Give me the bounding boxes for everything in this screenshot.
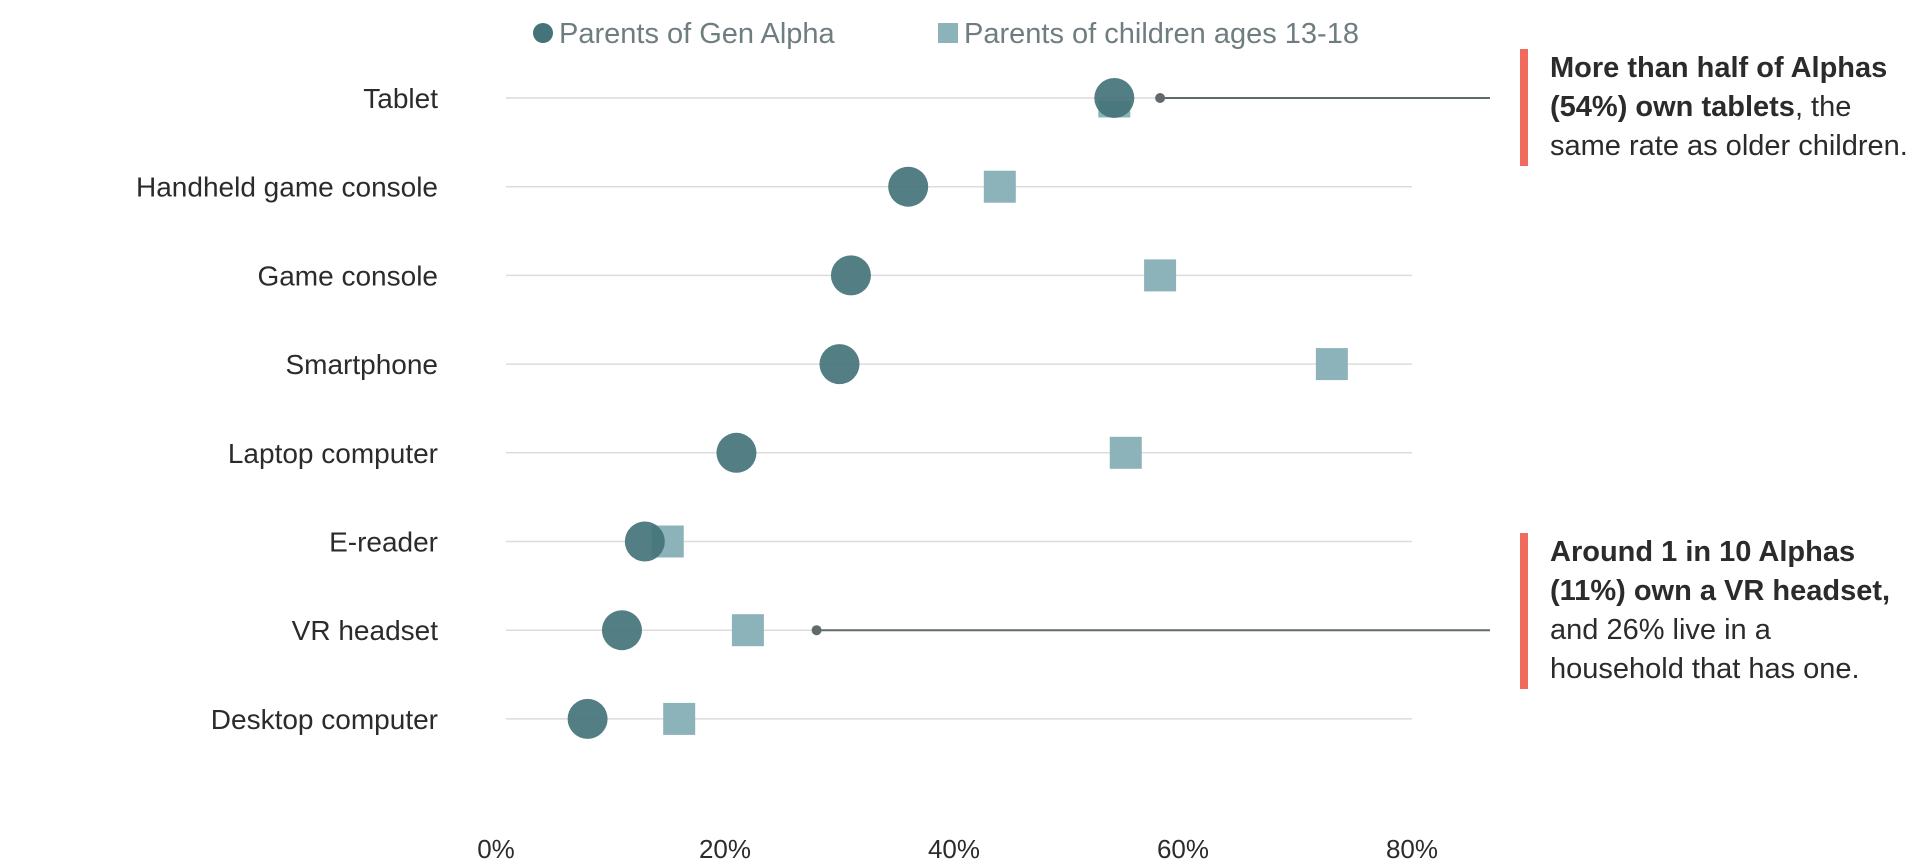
gen-alpha-point-smartphone xyxy=(819,344,860,385)
callout-dot-tablet xyxy=(1155,93,1166,103)
teen-point-handheld-game-console xyxy=(983,170,1016,203)
x-tick-label-60: 60% xyxy=(1157,834,1209,864)
series-teens xyxy=(651,100,1348,735)
teen-point-desktop-computer xyxy=(663,702,696,735)
gen-alpha-point-desktop-computer xyxy=(567,698,608,739)
category-label-smartphone: Smartphone xyxy=(285,349,438,380)
teen-point-laptop-computer xyxy=(1109,436,1142,469)
callout-dot-vr-headset xyxy=(811,625,822,636)
x-tick-label-20: 20% xyxy=(699,834,751,864)
legend-marker-teens xyxy=(938,23,958,43)
category-label-desktop-computer: Desktop computer xyxy=(211,704,438,735)
annotation-vr: Around 1 in 10 Alphas (11%) own a VR hea… xyxy=(1520,533,1910,689)
gen-alpha-point-vr-headset xyxy=(601,610,642,651)
category-label-game-console: Game console xyxy=(257,260,438,291)
category-label-laptop-computer: Laptop computer xyxy=(228,438,438,469)
gen-alpha-point-game-console xyxy=(830,255,871,296)
annotation-tablet: More than half of Alphas (54%) own table… xyxy=(1520,49,1910,166)
teen-point-game-console xyxy=(1144,259,1177,292)
category-labels: Tablet Handheld game console Game console S… xyxy=(136,83,438,735)
category-label-handheld-game-console: Handheld game console xyxy=(136,172,438,203)
gen-alpha-point-laptop-computer xyxy=(716,432,757,473)
x-tick-label-40: 40% xyxy=(928,834,980,864)
annotation-vr-bold: Around 1 in 10 Alphas (11%) own a VR hea… xyxy=(1550,536,1891,607)
x-tick-label-0: 0% xyxy=(477,834,515,864)
x-axis-ticks: 0% 20% 40% 60% 80% xyxy=(477,834,1438,864)
gridlines xyxy=(506,97,1412,720)
category-label-e-reader: E-reader xyxy=(329,527,438,558)
legend: Parents of Gen Alpha Parents of children… xyxy=(533,18,1359,50)
gen-alpha-point-tablet xyxy=(1094,78,1135,118)
teen-point-vr-headset xyxy=(731,614,764,647)
category-label-vr-headset: VR headset xyxy=(292,615,439,646)
gen-alpha-point-e-reader xyxy=(624,521,665,562)
annotation-vr-text: and 26% live in a household that has one… xyxy=(1550,614,1860,685)
annotation-tablet-text: , the same rate as older children. xyxy=(1550,91,1908,162)
annotation-tablet-bold: More than half of Alphas (54%) own table… xyxy=(1550,52,1888,123)
category-label-tablet: Tablet xyxy=(363,83,438,114)
gen-alpha-point-handheld-game-console xyxy=(888,166,929,207)
legend-marker-gen-alpha xyxy=(533,23,553,43)
callout-lines xyxy=(811,93,1490,636)
x-tick-label-80: 80% xyxy=(1386,834,1438,864)
legend-label-teens: Parents of children ages 13-18 xyxy=(964,18,1359,50)
series-gen-alpha xyxy=(567,78,1135,739)
legend-label-gen-alpha: Parents of Gen Alpha xyxy=(559,18,836,50)
teen-point-smartphone xyxy=(1315,348,1348,381)
